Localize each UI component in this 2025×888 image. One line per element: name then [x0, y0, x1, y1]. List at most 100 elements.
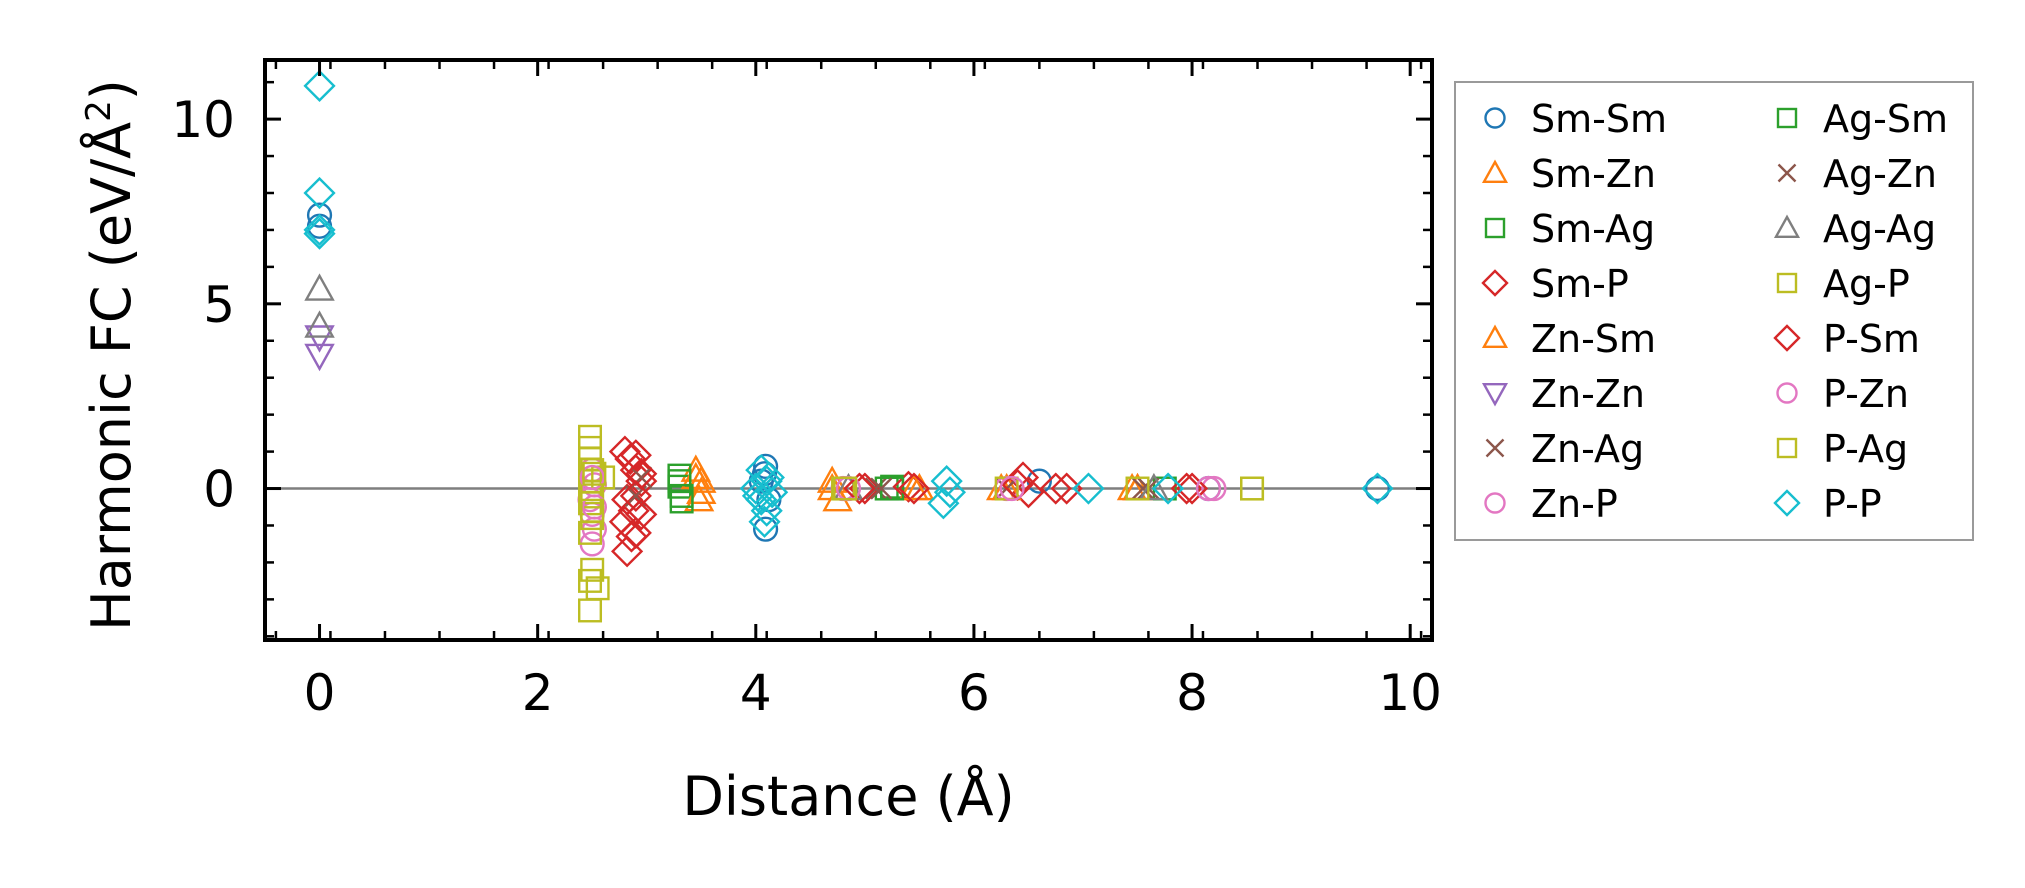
series-p-ag	[580, 461, 1265, 582]
data-point-p-p	[303, 213, 336, 247]
data-point-ag-p	[1125, 476, 1150, 501]
legend-label: Ag-Sm	[1823, 97, 1948, 141]
legend-label: Zn-Sm	[1531, 317, 1656, 361]
data-point-ag-sm	[669, 483, 694, 508]
legend-label: Ag-Ag	[1823, 207, 1936, 251]
legend-label: P-Ag	[1823, 427, 1908, 471]
data-point-p-sm	[619, 479, 652, 513]
legend-item-ag-zn: Ag-Zn	[1777, 152, 1937, 196]
data-point-p-zn	[579, 464, 605, 491]
legend-item-zn-ag: Zn-Ag	[1485, 427, 1644, 471]
data-point-p-p	[1361, 472, 1394, 505]
data-point-ag-ag	[304, 310, 335, 338]
legend-marker	[1485, 438, 1505, 458]
plot-area: 0 2 4 6 8 10 0 5 10	[171, 58, 1442, 722]
data-point-zn-sm	[686, 476, 717, 504]
y-axis-label: Harmonic FC (eV/Å2)	[79, 79, 143, 631]
data-point-sm-sm	[753, 453, 779, 479]
data-point-ag-zn	[870, 477, 893, 500]
y-tick-label: 10	[171, 91, 235, 149]
legend-item-sm-ag: Sm-Ag	[1484, 207, 1655, 251]
legend-item-ag-ag: Ag-Ag	[1773, 207, 1936, 251]
x-tick-label: 0	[304, 664, 336, 722]
data-point-ag-ag	[304, 273, 335, 301]
series-p-zn	[579, 464, 1222, 520]
legend-item-zn-sm: Zn-Sm	[1481, 317, 1656, 361]
data-point-p-sm	[619, 439, 652, 472]
legend-marker	[1481, 159, 1509, 184]
data-point-zn-zn	[304, 343, 335, 372]
legend-label: Ag-Zn	[1823, 152, 1937, 196]
x-tick-label: 2	[522, 664, 554, 722]
data-point-p-sm	[843, 472, 876, 505]
data-point-p-sm	[1175, 472, 1209, 505]
x-tick-label: 10	[1378, 664, 1442, 722]
data-point-p-p	[748, 505, 781, 538]
data-point-p-ag	[580, 557, 605, 582]
data-point-p-sm	[897, 472, 931, 505]
legend-marker	[1776, 437, 1798, 459]
legend-item-sm-zn: Sm-Zn	[1481, 152, 1656, 196]
legend-item-ag-p: Ag-P	[1776, 262, 1910, 306]
data-point-sm-p	[1050, 472, 1083, 505]
legend-item-p-p: P-P	[1773, 482, 1882, 526]
data-point-p-p	[933, 476, 967, 509]
legend-marker	[1481, 324, 1509, 348]
data-point-p-sm	[625, 498, 658, 531]
data-point-p-p	[750, 494, 783, 527]
data-point-p-p	[927, 487, 960, 520]
data-point-ag-p	[578, 598, 603, 623]
legend: Sm-Sm Sm-Zn Sm-Ag Sm-P Zn-Sm Zn-Zn Zn-Ag Zn-P Ag…	[1454, 81, 1974, 541]
data-point-p-sm	[619, 516, 652, 549]
legend-label: Zn-Zn	[1531, 372, 1645, 416]
series-p-sm	[619, 439, 1209, 549]
y-axis-label-end: )	[80, 79, 143, 100]
data-point-ag-p	[578, 491, 603, 516]
data-point-zn-p	[1201, 475, 1227, 502]
legend-marker	[1481, 269, 1509, 297]
data-point-sm-sm	[306, 202, 333, 228]
data-point-zn-ag	[864, 477, 887, 500]
legend-label: P-Zn	[1823, 372, 1909, 416]
legend-marker	[1484, 107, 1506, 129]
data-point-p-zn	[999, 475, 1025, 502]
data-point-sm-sm	[1364, 475, 1391, 502]
data-point-zn-sm	[898, 472, 930, 501]
legend-label: Zn-P	[1531, 482, 1618, 526]
legend-marker	[1484, 217, 1506, 239]
data-point-p-p	[930, 465, 963, 498]
data-point-p-sm	[1039, 472, 1072, 505]
data-point-p-p	[303, 176, 336, 210]
data-point-p-p	[741, 479, 775, 513]
data-point-p-ag	[580, 498, 605, 523]
data-point-p-p	[1151, 472, 1185, 505]
legend-item-p-sm: P-Sm	[1773, 317, 1920, 361]
legend-item-p-ag: P-Ag	[1776, 427, 1908, 471]
x-tick-label: 6	[958, 664, 990, 722]
x-tick-label: 8	[1176, 664, 1208, 722]
data-point-p-ag	[833, 476, 858, 501]
data-point-sm-p	[625, 465, 658, 498]
data-point-ag-sm	[667, 469, 692, 494]
data-point-p-p	[303, 69, 336, 102]
data-point-zn-zn	[304, 325, 335, 353]
data-point-p-p	[1072, 472, 1105, 505]
legend-item-p-zn: P-Zn	[1776, 372, 1909, 416]
legend-marker	[1773, 324, 1801, 352]
legend-label: P-Sm	[1823, 317, 1920, 361]
series-p-p	[303, 69, 1394, 538]
legend-label: Sm-P	[1531, 262, 1629, 306]
legend-label: Zn-Ag	[1531, 427, 1644, 471]
data-point-ag-p	[591, 465, 616, 490]
legend-marker	[1481, 383, 1509, 407]
legend-marker	[1773, 214, 1801, 239]
y-axis-label-superscript: 2	[79, 100, 119, 122]
series-ag-sm	[667, 469, 905, 508]
data-point-sm-sm	[753, 516, 779, 542]
y-tick-label: 5	[203, 276, 235, 334]
legend-marker	[1776, 382, 1798, 404]
data-point-p-zn	[1195, 475, 1222, 502]
legend-marker	[1776, 272, 1798, 294]
